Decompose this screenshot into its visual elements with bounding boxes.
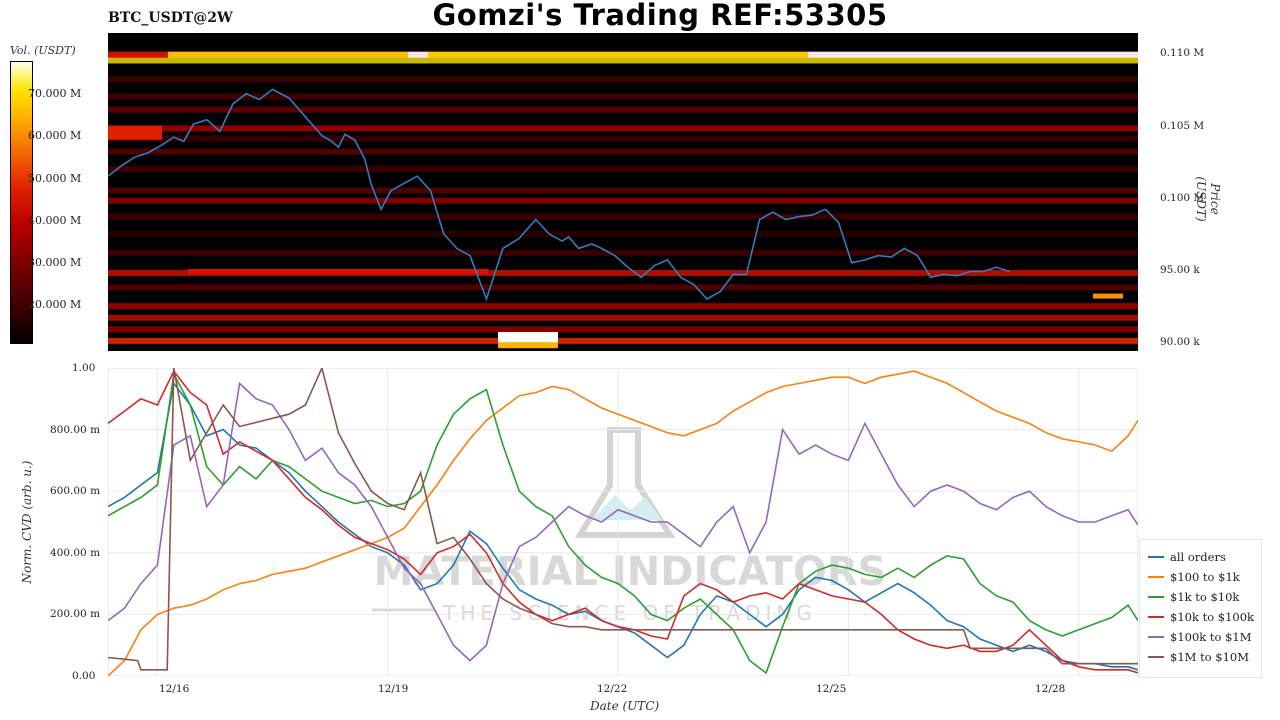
legend-label: $10k to $100k [1170,610,1255,624]
legend-item: all orders [1148,548,1226,566]
legend: all orders $100 to $1k $1k to $10k $10k … [1139,539,1262,678]
cvd-series-line [108,371,1138,675]
cvd-y-tick: 200.00 m [50,608,101,620]
legend-label: $1k to $10k [1170,590,1240,604]
cvd-x-tick: 12/19 [378,683,409,695]
legend-swatch [1148,656,1164,658]
legend-swatch [1148,636,1164,638]
cvd-y-tick: 1.00 [72,362,96,374]
heatmap-hotspot [108,125,162,140]
heatmap-band [808,51,1138,58]
cvd-series-line [108,381,1138,662]
legend-swatch [1148,596,1164,598]
cvd-x-tick: 12/22 [597,683,628,695]
cvd-series-line [108,368,1138,671]
legend-swatch [1148,556,1164,558]
legend-label: $1M to $10M [1170,650,1249,664]
legend-item: $1k to $10k [1148,588,1239,606]
colorbar-tick: 20.000 M [28,298,82,311]
cvd-series-line [108,370,1138,676]
heatmap-band [108,314,1138,321]
heatmap-band [108,269,1138,276]
cvd-chart [108,368,1138,676]
heatmap-band [108,197,1138,204]
heatmap-band [108,148,1138,155]
colorbar-tick: 70.000 M [28,87,82,100]
heatmap-band [108,106,1138,113]
legend-label: all orders [1170,550,1226,564]
cvd-x-tick: 12/16 [159,683,190,695]
pair-label: BTC_USDT@2W [108,10,233,26]
legend-label: $100 to $1k [1170,570,1240,584]
heatmap-hotspot [1093,293,1123,299]
cvd-series [108,368,1138,676]
price-tick: 90.00 k [1160,336,1200,348]
price-tick: 0.105 M [1160,120,1205,132]
legend-label: $100k to $1M [1170,630,1252,644]
colorbar [10,61,33,344]
cvd-y-axis-label: Norm. CVD (arb. u.) [20,460,34,584]
heatmap-bands [108,51,1138,349]
heatmap-hotspot [498,331,558,344]
price-tick: 95.00 k [1160,264,1200,276]
cvd-x-axis-label: Date (UTC) [590,699,660,713]
cvd-x-tick: 12/25 [816,683,847,695]
heatmap-hotspot [188,269,488,274]
heatmap-band [108,284,1138,291]
legend-swatch [1148,576,1164,578]
heatmap-band [108,125,1138,132]
heatmap-band [408,51,428,58]
cvd-y-tick: 400.00 m [50,547,101,559]
legend-swatch [1148,616,1164,618]
cvd-y-tick: 0.00 [72,670,96,682]
heatmap-band [168,51,408,58]
legend-item: $100k to $1M [1148,628,1252,646]
heatmap-band [108,135,1138,142]
heatmap-band [428,51,808,58]
colorbar-tick: 30.000 M [28,256,82,269]
orderbook-heatmap [108,33,1138,351]
cvd-x-tick: 12/28 [1035,683,1066,695]
colorbar-tick: 60.000 M [28,129,82,142]
chart-title: Gomzi's Trading REF:53305 [432,0,888,32]
price-axis-label: Price (USDT) [1194,176,1222,222]
price-line [108,88,1010,302]
heatmap-band [108,230,1138,237]
price-tick: 0.100 M [1160,192,1205,204]
heatmap-band [108,213,1138,220]
heatmap-band [108,93,1138,100]
heatmap-band [108,337,1138,344]
heatmap-band [108,303,1138,310]
colorbar-title: Vol. (USDT) [10,44,76,57]
heatmap-band [108,51,168,58]
heatmap-band [108,165,1138,172]
heatmap-band [108,326,1138,333]
colorbar-tick: 40.000 M [28,214,82,227]
heatmap-hotspot [498,342,558,349]
heatmap-band [108,187,1138,194]
colorbar-tick: 50.000 M [28,172,82,185]
heatmap-band [108,76,1138,83]
price-tick: 0.110 M [1160,47,1205,59]
cvd-y-tick: 800.00 m [50,424,101,436]
heatmap-band [108,57,1138,64]
cvd-y-tick: 600.00 m [50,485,101,497]
legend-item: $1M to $10M [1148,648,1249,666]
heatmap-band [108,249,1138,256]
legend-item: $10k to $100k [1148,608,1254,626]
legend-item: $100 to $1k [1148,568,1240,586]
